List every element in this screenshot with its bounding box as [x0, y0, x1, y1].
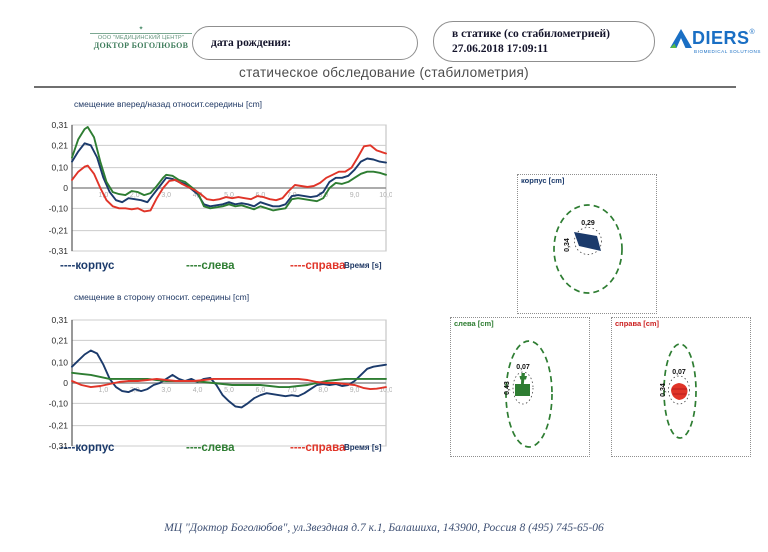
forward-back-chart: 0,310,210,100-0,10-0,21-0,311,0 2,0 3,0 4,0… [49, 120, 392, 256]
sway-ellipse-body-label: корпус [cm] [521, 176, 565, 185]
svg-text:10,0: 10,0 [379, 192, 392, 199]
svg-text:2,0: 2,0 [130, 192, 140, 199]
sway-ellipse-body-panel: 0,29 0,34 корпус [cm] [517, 174, 657, 314]
sway-ellipse-right-plot: 0,07 0,34 [660, 343, 697, 439]
legend-right-label: ----справа [290, 260, 346, 272]
svg-text:5,0: 5,0 [224, 192, 234, 199]
legend-body-label: ----корпус [60, 442, 115, 454]
legend-left-label: ----слева [186, 260, 235, 272]
svg-text:0: 0 [63, 378, 68, 388]
time-axis-label: Время [s] [344, 261, 382, 270]
svg-text:9,0: 9,0 [350, 387, 360, 394]
side-displacement-chart: 0,31 0,21 0,10 0 -0,10 -0,21 -0,31 1,0 2,0 3,0 4,0… [49, 315, 392, 451]
svg-text:0,29: 0,29 [581, 220, 595, 227]
diers-name: DIERS [692, 28, 750, 48]
exam-info-box: в статике (со стабилометрией) 27.06.2018… [433, 21, 655, 62]
svg-text:10,0: 10,0 [379, 387, 392, 394]
svg-text:0,07: 0,07 [672, 369, 686, 376]
sway-ellipse-left-panel: 0,07 0,43 слева [cm] [450, 317, 590, 457]
svg-text:0,21: 0,21 [51, 140, 68, 150]
time-axis-label: Время [s] [344, 443, 382, 452]
svg-text:0,21: 0,21 [51, 335, 68, 345]
chart-side-title: смещение в сторону относит. середины [cm… [74, 292, 250, 302]
birth-date-label: дата рождения: [211, 37, 292, 49]
svg-text:0: 0 [63, 183, 68, 193]
svg-text:1,0: 1,0 [99, 387, 109, 394]
svg-text:6,0: 6,0 [256, 192, 266, 199]
svg-text:-0,31: -0,31 [49, 246, 69, 256]
svg-text:4,0: 4,0 [193, 387, 203, 394]
svg-text:0,31: 0,31 [51, 315, 68, 325]
clinic-logo-line2: ДОКТОР БОГОЛЮБОВ [93, 41, 189, 50]
svg-text:3,0: 3,0 [161, 192, 171, 199]
svg-text:6,0: 6,0 [256, 387, 266, 394]
exam-type: в статике (со стабилометрией) [452, 28, 610, 40]
exam-datetime: 27.06.2018 17:09:11 [452, 43, 549, 55]
svg-text:0,31: 0,31 [51, 120, 68, 130]
svg-text:0,07: 0,07 [516, 364, 530, 371]
birth-date-box: дата рождения: [192, 26, 418, 60]
clinic-logo-ornament-icon: ✦ [138, 26, 144, 32]
svg-text:-0,10: -0,10 [49, 203, 69, 213]
svg-text:0,34: 0,34 [660, 383, 667, 397]
clinic-logo: ✦ ООО "МЕДИЦИНСКИЙ ЦЕНТР" ДОКТОР БОГОЛЮБ… [82, 26, 200, 50]
chart-forward-back-legend: ----корпус ----слева ----справа Время [s… [36, 260, 396, 276]
clinic-logo-rule [90, 33, 192, 34]
svg-text:0,43: 0,43 [504, 381, 511, 395]
chart-forward-back-title: смещение вперед/назад относит.середины [… [74, 99, 263, 109]
svg-text:-0,31: -0,31 [49, 441, 69, 451]
legend-right-label: ----справа [290, 442, 346, 454]
svg-text:8,0: 8,0 [318, 192, 328, 199]
clinic-logo-line1: ООО "МЕДИЦИНСКИЙ ЦЕНТР" [97, 35, 185, 41]
diers-triangle-icon [670, 29, 692, 48]
diers-logo: DIERS ® BIOMEDICAL SOLUTIONS [670, 29, 762, 54]
diers-registered-mark: ® [749, 29, 755, 36]
diers-tagline: BIOMEDICAL SOLUTIONS [694, 49, 761, 54]
title-divider [34, 86, 736, 88]
svg-text:0,10: 0,10 [51, 358, 68, 368]
svg-text:8,0: 8,0 [318, 387, 328, 394]
svg-text:3,0: 3,0 [161, 387, 171, 394]
svg-text:9,0: 9,0 [350, 192, 360, 199]
svg-text:5,0: 5,0 [224, 387, 234, 394]
page-title: статическое обследование (стабилометрия) [239, 65, 529, 80]
chart-side-legend: ----корпус ----слева ----справа Время [s… [36, 442, 396, 458]
svg-text:2,0: 2,0 [130, 387, 140, 394]
svg-text:-0,21: -0,21 [49, 226, 69, 236]
sway-ellipse-right-panel: 0,07 0,34 справа [cm] [611, 317, 751, 457]
footer-address: МЦ "Доктор Боголюбов", ул.Звездная д.7 к… [164, 522, 604, 534]
legend-body-label: ----корпус [60, 260, 115, 272]
sway-ellipse-left-label: слева [cm] [454, 319, 494, 328]
svg-text:-0,10: -0,10 [49, 398, 69, 408]
svg-text:0,34: 0,34 [564, 238, 571, 252]
svg-text:0,10: 0,10 [51, 163, 68, 173]
sway-ellipse-right-label: справа [cm] [615, 319, 660, 328]
sway-ellipse-left-plot: 0,07 0,43 [504, 340, 553, 448]
svg-text:-0,21: -0,21 [49, 421, 69, 431]
legend-left-label: ----слева [186, 442, 235, 454]
svg-text:7,0: 7,0 [287, 387, 297, 394]
sway-ellipse-body-plot: 0,29 0,34 [553, 204, 623, 294]
